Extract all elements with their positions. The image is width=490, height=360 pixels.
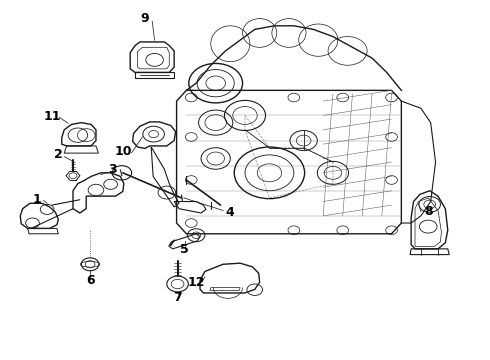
Text: 5: 5 bbox=[179, 243, 188, 256]
Text: 12: 12 bbox=[187, 276, 205, 289]
Text: 1: 1 bbox=[33, 193, 42, 206]
Text: 10: 10 bbox=[114, 145, 132, 158]
Text: 7: 7 bbox=[173, 291, 182, 304]
Text: 8: 8 bbox=[424, 205, 433, 218]
Text: 9: 9 bbox=[141, 12, 149, 25]
Text: 6: 6 bbox=[86, 274, 95, 287]
Text: 2: 2 bbox=[54, 148, 63, 161]
Text: 3: 3 bbox=[108, 163, 117, 176]
Text: 11: 11 bbox=[43, 110, 61, 123]
Text: 4: 4 bbox=[225, 207, 234, 220]
